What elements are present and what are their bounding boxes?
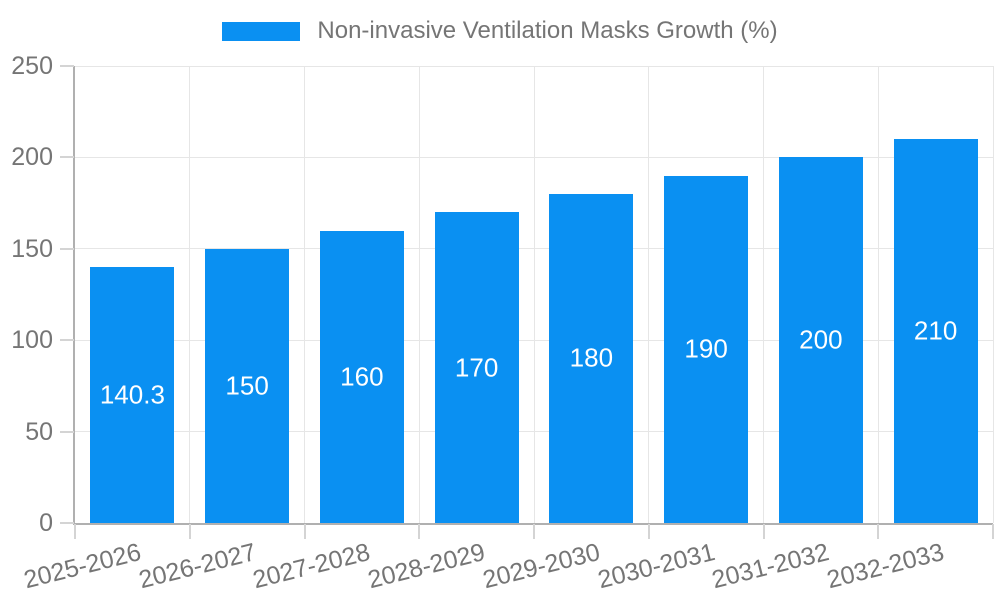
bar-value-label: 200 [799,324,843,355]
bar [778,157,863,523]
v-gridline [304,66,305,523]
legend-label: Non-invasive Ventilation Masks Growth (%… [317,17,778,44]
y-tick-label: 200 [11,143,53,172]
x-tick-label: 2032-2033 [824,538,947,595]
v-gridline [189,66,191,523]
v-gridline [763,66,764,523]
y-axis-tick [60,65,74,67]
x-tick-label: 2026-2027 [135,538,259,595]
plot-area: 140.3 150 160 170 180 190 200 210 [73,65,994,525]
bar [549,193,634,523]
x-axis-tick [533,524,535,539]
bar [893,139,978,523]
x-axis-tick [418,524,421,539]
bar-value-label: 210 [913,315,958,346]
v-gridline [648,66,650,523]
x-axis-tick [74,524,76,539]
v-gridline [533,66,535,523]
v-gridline [877,66,879,523]
x-axis-tick [303,524,306,539]
x-tick-label: 2027-2028 [250,538,374,595]
legend-item[interactable]: Non-invasive Ventilation Masks Growth (%… [0,19,1000,43]
bar [90,266,175,523]
x-axis-tick [992,524,994,539]
legend-swatch [222,21,301,41]
bar-value-label: 170 [454,352,499,383]
x-axis-tick [877,524,880,539]
y-tick-label: 50 [25,417,53,446]
x-tick-label: 2025-2026 [20,538,144,595]
y-axis-tick [60,522,74,524]
bar [205,248,290,523]
y-axis-tick [60,156,74,159]
y-axis-tick [60,339,74,342]
x-axis-tick [762,524,765,539]
x-axis-tick [647,524,650,539]
x-tick-label: 2028-2029 [365,538,488,595]
bar [434,212,519,523]
x-tick-label: 2029-2030 [479,538,603,595]
y-axis-tick [60,247,74,250]
bar-value-label: 180 [569,342,614,373]
bar-value-label: 160 [340,361,384,392]
bar [319,230,404,523]
y-axis-tick [60,430,74,433]
y-tick-label: 250 [11,52,53,80]
x-tick-label: 2031-2032 [709,538,833,595]
y-tick-label: 0 [39,509,53,537]
x-axis-tick [188,524,191,539]
v-gridline [418,66,420,523]
bar-value-label: 140.3 [99,379,165,410]
v-gridline [992,66,994,523]
y-tick-label: 150 [11,234,53,263]
bar [664,175,749,523]
bar-value-label: 190 [684,333,728,364]
y-tick-label: 100 [11,326,53,355]
x-tick-label: 2030-2031 [594,538,718,595]
bar-value-label: 150 [225,370,269,401]
